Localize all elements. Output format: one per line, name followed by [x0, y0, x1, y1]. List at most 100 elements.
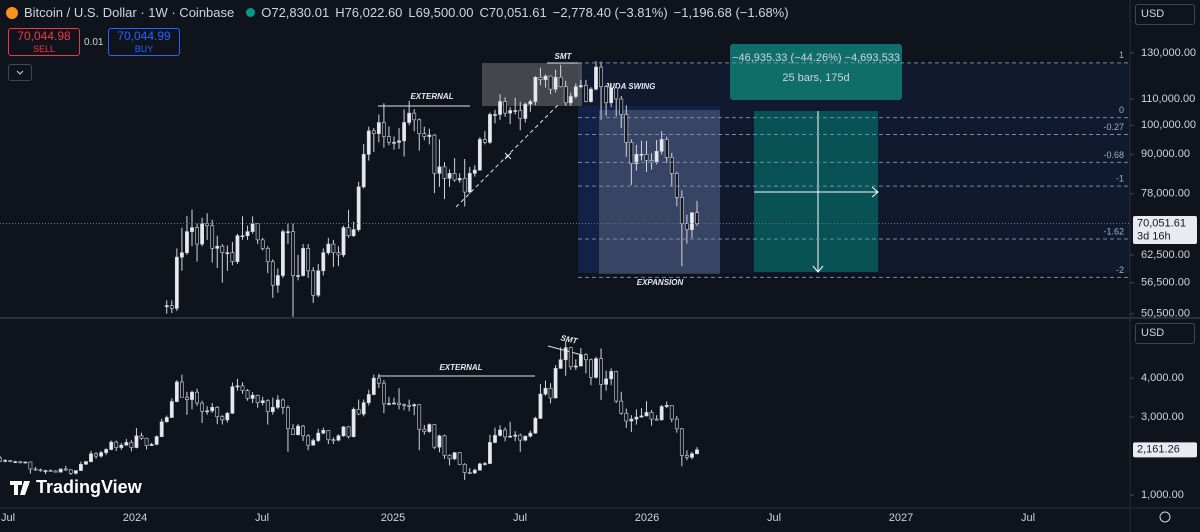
candle-body — [250, 394, 255, 399]
candle-body — [482, 139, 487, 143]
candle-body — [13, 461, 18, 463]
candle-body — [594, 66, 598, 90]
buy-button[interactable]: 70,044.99 BUY — [108, 28, 180, 56]
currency: USD — [1141, 8, 1165, 20]
sell-button[interactable]: 70,044.98 SELL — [8, 28, 80, 56]
candle-body — [437, 166, 442, 174]
candle-body — [356, 409, 361, 415]
candle-body — [336, 435, 341, 441]
candle-body — [472, 469, 477, 474]
candle-body — [361, 402, 366, 415]
candle-body — [235, 235, 240, 262]
candle-body — [321, 430, 326, 434]
candle-body — [568, 347, 573, 368]
arrow-head — [812, 265, 824, 273]
candle-body — [397, 402, 401, 405]
candle-body — [528, 101, 533, 105]
candle-body — [270, 407, 275, 412]
candle-body — [28, 461, 33, 470]
candle-body — [366, 394, 371, 403]
chevron — [16, 70, 24, 75]
x-tick-label: Jul — [1, 512, 15, 524]
fib-label: -2 — [1116, 265, 1124, 275]
candle-body — [679, 428, 684, 456]
candle-body — [185, 396, 189, 400]
candle-body — [296, 425, 300, 435]
candle-body — [341, 426, 346, 437]
candle-body — [467, 173, 472, 193]
candle-body — [134, 435, 139, 448]
currency-dropdown[interactable]: USD — [1135, 4, 1195, 25]
candle-body — [265, 248, 270, 262]
candle-body — [528, 432, 533, 437]
currency-dropdown[interactable]: USD — [1135, 323, 1195, 344]
candle-body — [220, 416, 225, 421]
candle-body — [109, 441, 114, 450]
annotation: EXTERNAL — [439, 363, 482, 372]
price-label: 70,051.61 — [1137, 217, 1186, 229]
candle-body — [0, 457, 3, 462]
candle-body — [291, 428, 295, 435]
candle-body — [543, 387, 548, 395]
candle-body — [235, 385, 240, 388]
candle-body — [114, 441, 119, 448]
candle-body — [538, 77, 543, 80]
candle-body — [553, 77, 558, 90]
candle-body — [387, 136, 391, 143]
candle-body — [452, 173, 457, 181]
candle-body — [634, 416, 639, 420]
x-tick-label: Jul — [255, 512, 269, 524]
candle-body — [624, 114, 629, 143]
candle-body — [654, 418, 659, 421]
symbol-icon — [6, 6, 18, 19]
candle-body — [316, 270, 321, 296]
settings-icon[interactable] — [1159, 511, 1171, 523]
candle-body — [260, 239, 265, 249]
candle-body — [684, 223, 689, 230]
candle-body — [568, 96, 573, 104]
candle-body — [447, 173, 452, 179]
candle-body — [659, 139, 664, 152]
candle-body — [84, 461, 88, 465]
candle-body — [644, 154, 649, 161]
candle-body — [609, 371, 614, 380]
candle-body — [679, 197, 684, 224]
symbol[interactable]: Bitcoin / U.S. Dollar · 1W · Coinbase — [24, 5, 235, 20]
candle-body — [624, 412, 629, 422]
candle-body — [674, 418, 679, 430]
candle-body — [664, 139, 669, 158]
sell-label: SELL — [32, 44, 56, 54]
candle-body — [129, 442, 134, 448]
candle-body — [225, 252, 230, 255]
candle-body — [210, 407, 215, 412]
candle-body — [381, 122, 386, 137]
candle-body — [387, 403, 391, 405]
candle-body — [498, 101, 502, 115]
candle-body — [8, 460, 13, 462]
candle-body — [220, 245, 225, 254]
x-tick-label: 2024 — [123, 512, 147, 524]
quantity[interactable]: 0.01 — [84, 37, 104, 48]
fib-label: -0.68 — [1103, 150, 1124, 160]
price-label-bg — [1133, 442, 1197, 458]
candle-body — [533, 417, 538, 434]
candle-body — [23, 461, 28, 464]
candle-body — [558, 77, 563, 88]
ohlc-close: C70,051.61 — [479, 5, 547, 20]
candle-body — [280, 231, 285, 276]
candle-body — [104, 449, 109, 453]
candle-body — [649, 412, 654, 420]
candle-body — [341, 227, 346, 256]
candle-body — [664, 405, 669, 407]
x-tick-label: Jul — [1021, 512, 1035, 524]
arrow-head — [871, 186, 879, 198]
annotation: EXTERNAL — [410, 92, 453, 101]
collapse-button[interactable] — [8, 64, 32, 81]
candle-body — [180, 381, 184, 398]
candle-body — [558, 359, 563, 369]
candle-body — [275, 275, 280, 286]
candle-body — [311, 440, 316, 446]
candle-body — [94, 453, 98, 457]
candle-body — [18, 461, 23, 464]
ohlc-open: O72,830.01 — [261, 5, 330, 20]
